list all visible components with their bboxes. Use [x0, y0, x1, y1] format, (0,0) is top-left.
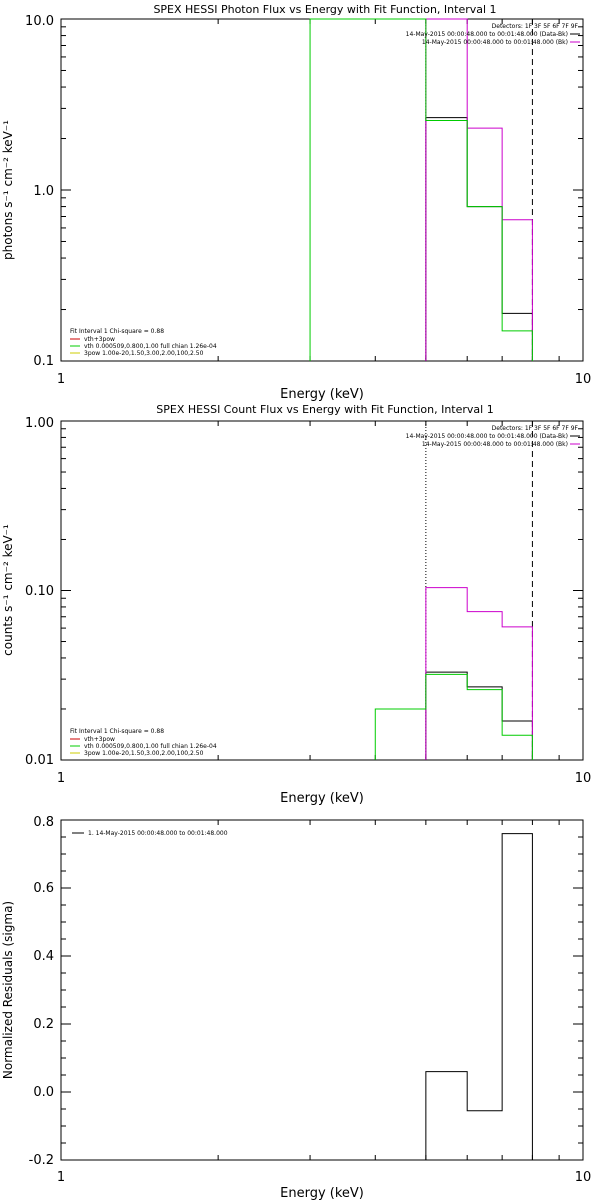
y-tick-label: 1.00: [25, 416, 54, 431]
x-tick-label-1: 1: [57, 372, 65, 387]
interval-label-bk: 14-May-2015 00:00:48.000 to 00:01:48.000…: [422, 441, 568, 448]
fit-info-line: vth 0.000509,0.800,1.00 full chian 1.26e…: [84, 343, 217, 350]
axis-ticks: [61, 819, 583, 1161]
interval-label-data-bk: 14-May-2015 00:00:48.000 to 00:01:48.000…: [406, 31, 568, 38]
legend-entry: 1. 14-May-2015 00:00:48.000 to 00:01:48.…: [88, 830, 228, 837]
y-axis-label: photons s⁻¹ cm⁻² keV⁻¹: [1, 120, 15, 260]
series-line-residuals: [425, 833, 533, 1160]
x-tick-label-10: 10: [575, 771, 592, 786]
y-tick-label: 0.01: [25, 753, 54, 768]
chart-marks: [425, 833, 533, 1160]
fit-info-header: Fit Interval 1 Chi-square = 0.88: [70, 328, 164, 335]
detectors-label: Detectors: 1F 3F 5F 6F 7F 9F: [492, 425, 579, 432]
chart-marks: [374, 421, 533, 760]
y-tick-label: 0.10: [25, 584, 54, 599]
fit-info-header: Fit Interval 1 Chi-square = 0.88: [70, 728, 164, 735]
chart-marks: [309, 18, 533, 361]
plot-frame: [60, 420, 584, 761]
interval-label-data-bk: 14-May-2015 00:00:48.000 to 00:01:48.000…: [406, 433, 568, 440]
x-tick-label-10: 10: [575, 372, 592, 387]
chart-title: SPEX HESSI Count Flux vs Energy with Fit…: [156, 403, 493, 416]
x-axis-label: Energy (keV): [280, 387, 364, 402]
x-axis-label: Energy (keV): [280, 791, 364, 806]
series-line-bk: [425, 18, 533, 361]
residuals-chart: 1 10 -0.2 0.0 0.2 0.4 0.6 0.8 Energy (ke…: [1, 815, 591, 1200]
x-axis-label: Energy (keV): [280, 1186, 364, 1200]
axis-ticks: [61, 19, 583, 362]
series-line-vth: [374, 673, 533, 760]
y-axis-label: Normalized Residuals (sigma): [1, 901, 15, 1079]
fit-info-line: vth+3pow: [84, 736, 115, 743]
fit-info-line: vth+3pow: [84, 336, 115, 343]
axis-ticks: [61, 421, 583, 761]
y-tick-label: 10.0: [25, 14, 54, 29]
y-tick-label: 1.0: [33, 184, 54, 199]
detectors-label: Detectors: 1F 3F 5F 6F 7F 9F: [492, 23, 579, 30]
series-line-bk: [425, 587, 533, 760]
y-tick-label: 0.4: [33, 949, 54, 964]
y-tick-label: 0.2: [33, 1017, 54, 1032]
series-line-data-bk: [425, 117, 533, 361]
x-tick-label-1: 1: [57, 1170, 65, 1185]
x-tick-label-10: 10: [575, 1170, 592, 1185]
series-line-vth: [309, 18, 533, 361]
fit-info-line: 3pow 1.00e-20,1.50,3.00,2.00,100,2.50: [84, 750, 204, 757]
y-tick-label: 0.1: [33, 354, 54, 369]
chart-title: SPEX HESSI Photon Flux vs Energy with Fi…: [153, 3, 496, 16]
y-tick-label: 0.8: [33, 815, 54, 830]
interval-label-bk: 14-May-2015 00:00:48.000 to 00:01:48.000…: [422, 39, 568, 46]
y-tick-label: 0.0: [33, 1085, 54, 1100]
plot-frame: [60, 819, 584, 1161]
x-tick-label-1: 1: [57, 771, 65, 786]
plot-frame: [60, 18, 584, 362]
fit-info-line: 3pow 1.00e-20,1.50,3.00,2.00,100,2.50: [84, 350, 204, 357]
y-tick-label: -0.2: [29, 1153, 54, 1168]
fit-info-line: vth 0.000509,0.800,1.00 full chian 1.26e…: [84, 743, 217, 750]
series-line-data-bk: [425, 671, 533, 760]
y-tick-label: 0.6: [33, 881, 54, 896]
count-flux-chart: SPEX HESSI Count Flux vs Energy with Fit…: [1, 403, 591, 806]
photon-flux-chart: SPEX HESSI Photon Flux vs Energy with Fi…: [1, 3, 591, 402]
y-axis-label: counts s⁻¹ cm⁻² keV⁻¹: [1, 524, 15, 656]
